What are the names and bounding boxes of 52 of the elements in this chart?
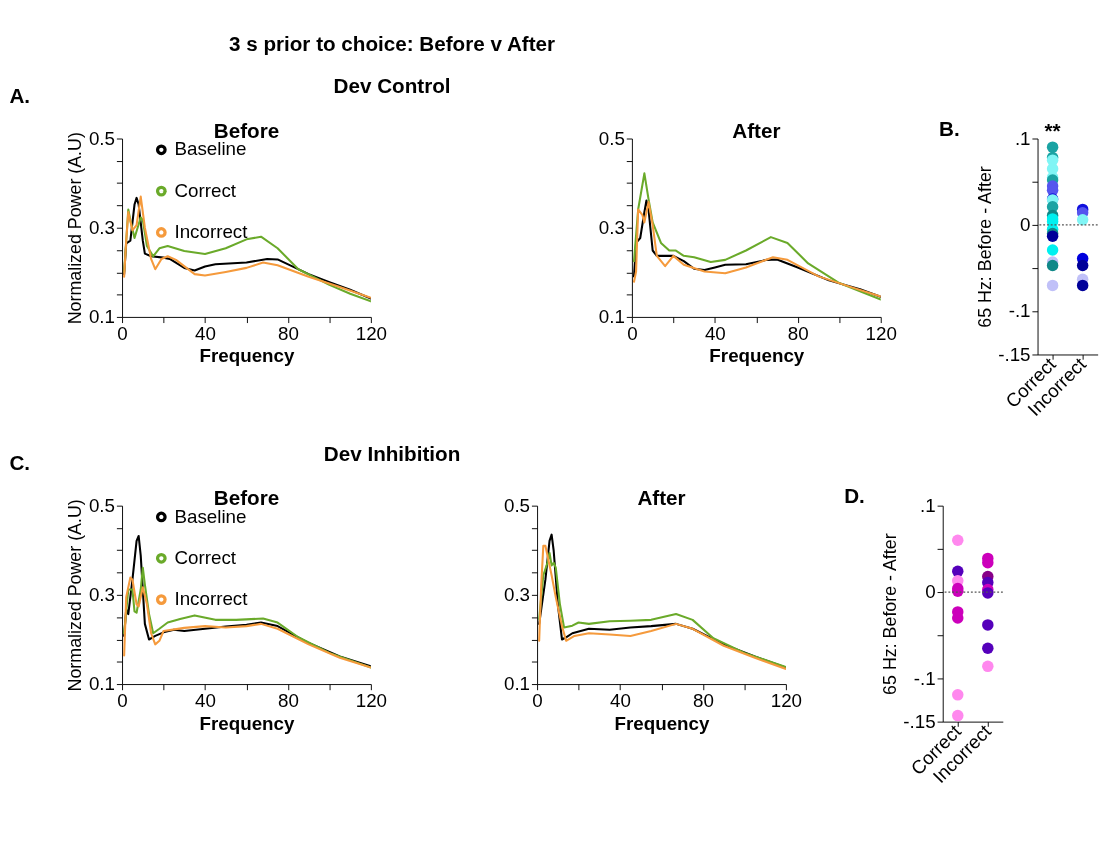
x-tick-label: 120 (355, 322, 388, 344)
y-tick-label: 0 (925, 581, 936, 603)
y-axis-title: 65 Hz: Before - After (974, 166, 995, 328)
y-axis-title: Normalized Power (A.U) (65, 499, 86, 692)
x-tick-label: 80 (693, 690, 714, 712)
x-axis-title: Frequency (199, 345, 295, 367)
x-tick-label: 120 (865, 322, 897, 344)
y-tick-label: .1 (920, 494, 936, 516)
chart-title: After (637, 485, 686, 509)
text: D. (844, 483, 865, 507)
y-tick-label: 0.1 (503, 673, 531, 695)
y-tick-label: 0.3 (503, 583, 531, 605)
x-tick-label: 80 (277, 690, 299, 712)
y-tick-label: 0.5 (503, 494, 531, 516)
text: A. (9, 83, 31, 107)
text: Dev Control (333, 74, 451, 98)
x-axis-title: Frequency (709, 345, 805, 367)
x-tick-label: 80 (277, 322, 299, 344)
annotation: ** (1044, 118, 1062, 142)
legend-label: Correct (174, 179, 237, 201)
legend-label: Incorrect (174, 221, 249, 243)
x-tick-label: 120 (770, 690, 803, 712)
x-tick-label: 40 (704, 322, 726, 344)
x-tick-label: 120 (355, 690, 388, 712)
x-axis-title: Frequency (199, 712, 295, 734)
y-tick-label: 0.3 (88, 216, 116, 238)
y-tick-label: 0.1 (598, 306, 625, 328)
y-tick-label: 0.1 (88, 673, 116, 695)
y-tick-label: 0.5 (88, 494, 116, 516)
text: B. (938, 116, 960, 140)
y-tick-label: 0 (1020, 214, 1031, 236)
y-tick-label: 0.5 (88, 127, 116, 149)
y-tick-label: 0.3 (88, 583, 116, 605)
y-tick-label: -.1 (1008, 300, 1031, 322)
chart-title: After (732, 118, 781, 142)
x-tick-label: 40 (610, 690, 631, 712)
text: C. (9, 451, 31, 474)
x-axis-title: Frequency (614, 712, 710, 734)
y-tick-label: .1 (1014, 127, 1031, 149)
text: Dev Inhibition (323, 441, 461, 465)
y-axis-title: 65 Hz: Before - After (879, 533, 900, 695)
x-tick-label: 40 (195, 690, 216, 712)
legend-label: Correct (174, 546, 237, 568)
y-tick-label: -.1 (913, 667, 936, 689)
y-tick-label: 0.3 (598, 216, 625, 238)
x-tick-label: 40 (195, 322, 216, 344)
y-tick-label: 0.5 (598, 127, 625, 149)
x-tick-label: 80 (787, 322, 809, 344)
y-tick-label: 0.1 (88, 306, 116, 328)
y-axis-title: Normalized Power (A.U) (65, 132, 86, 325)
legend-label: Incorrect (174, 588, 249, 610)
text: 3 s prior to choice: Before v After (228, 32, 556, 56)
